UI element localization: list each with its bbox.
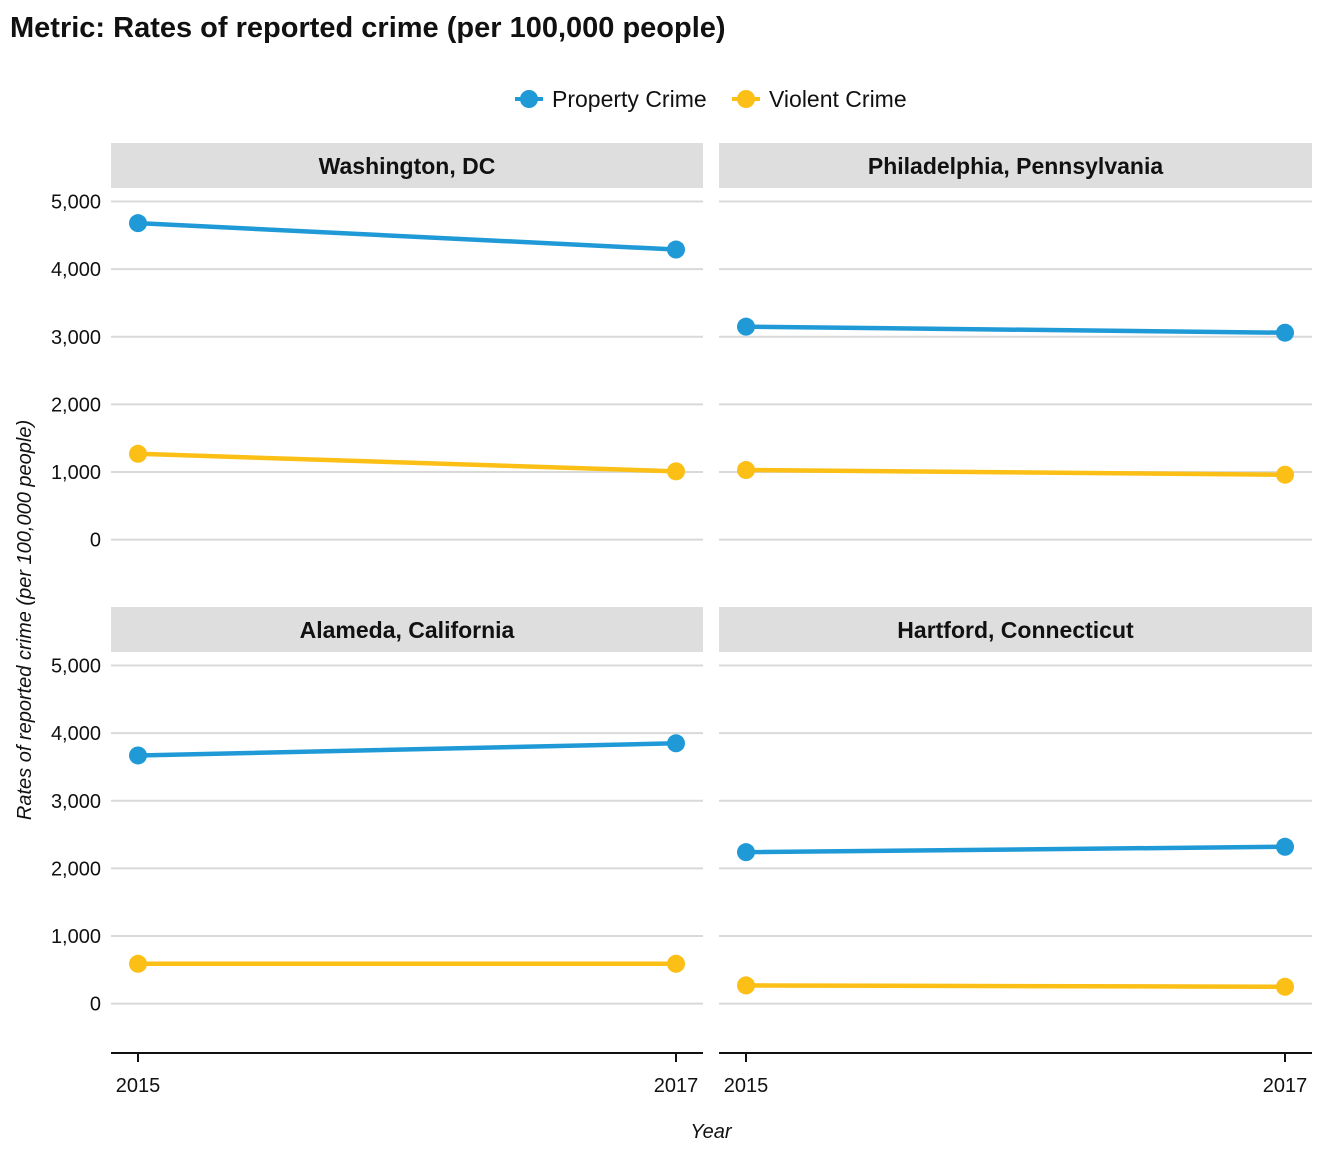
series-line-washington-dc-property <box>135 220 679 252</box>
data-point-alameda-california-property-2015 <box>129 746 147 765</box>
series-line-philadelphia-pennsylvania-violent <box>743 467 1288 477</box>
y-tick-label: 2,000 <box>51 858 101 880</box>
y-tick-label: 0 <box>90 530 101 552</box>
y-tick-label: 4,000 <box>51 723 101 745</box>
chart-title: Metric: Rates of reported crime (per 100… <box>10 12 726 44</box>
facet-strip-philadelphia-pennsylvania <box>719 143 1312 188</box>
series-line-washington-dc-violent <box>135 451 679 474</box>
facet-title-philadelphia-pennsylvania: Philadelphia, Pennsylvania <box>868 153 1163 179</box>
y-tick-label: 0 <box>90 994 101 1016</box>
x-tick-label: 2015 <box>724 1075 769 1097</box>
y-tick-label: 2,000 <box>51 394 101 416</box>
data-point-washington-dc-property-2017 <box>667 240 685 259</box>
data-point-alameda-california-violent-2015 <box>129 954 147 973</box>
y-axis-title: Rates of reported crime (per 100,000 peo… <box>14 420 36 820</box>
x-axis-title: Year <box>690 1121 732 1143</box>
data-point-hartford-connecticut-violent-2015 <box>737 976 755 995</box>
y-tick-label: 1,000 <box>51 926 101 948</box>
facet-title-alameda-california: Alameda, California <box>300 617 515 643</box>
facet-strip-hartford-connecticut <box>719 607 1312 652</box>
facet-title-hartford-connecticut: Hartford, Connecticut <box>897 617 1134 643</box>
x-tick-label: 2017 <box>1263 1075 1308 1097</box>
data-point-alameda-california-property-2017 <box>667 734 685 753</box>
legend-item-violent: Violent Crime <box>731 84 907 114</box>
series-line-philadelphia-pennsylvania-property <box>743 324 1288 335</box>
facet-strip-washington-dc <box>111 143 703 188</box>
data-point-alameda-california-violent-2017 <box>667 954 685 973</box>
x-tick-label: 2017 <box>654 1075 699 1097</box>
data-point-washington-dc-property-2015 <box>129 214 147 233</box>
data-point-washington-dc-violent-2015 <box>129 444 147 463</box>
y-tick-label: 5,000 <box>51 192 101 214</box>
y-tick-label: 5,000 <box>51 656 101 678</box>
data-point-philadelphia-pennsylvania-violent-2017 <box>1276 465 1294 484</box>
data-point-hartford-connecticut-property-2017 <box>1276 837 1294 856</box>
y-tick-label: 3,000 <box>51 791 101 813</box>
data-point-washington-dc-violent-2017 <box>667 462 685 481</box>
facet-strip-alameda-california <box>111 607 703 652</box>
legend-item-property: Property Crime <box>514 84 707 114</box>
series-line-hartford-connecticut-violent <box>743 983 1288 990</box>
x-tick-label: 2015 <box>116 1075 161 1097</box>
series-line-alameda-california-property <box>135 741 679 758</box>
data-point-hartford-connecticut-violent-2017 <box>1276 977 1294 996</box>
legend-swatch-property <box>514 84 544 114</box>
data-point-philadelphia-pennsylvania-violent-2015 <box>737 461 755 480</box>
y-tick-label: 4,000 <box>51 259 101 281</box>
facet-title-washington-dc: Washington, DC <box>319 153 496 179</box>
series-line-hartford-connecticut-property <box>743 844 1288 855</box>
legend-label-violent: Violent Crime <box>769 85 907 112</box>
y-tick-label: 3,000 <box>51 327 101 349</box>
legend: Property Crime Violent Crime <box>0 84 1344 114</box>
legend-label-property: Property Crime <box>552 85 707 112</box>
legend-swatch-violent <box>731 84 761 114</box>
data-point-philadelphia-pennsylvania-property-2017 <box>1276 323 1294 342</box>
y-tick-label: 1,000 <box>51 462 101 484</box>
data-point-hartford-connecticut-property-2015 <box>737 843 755 862</box>
data-point-philadelphia-pennsylvania-property-2015 <box>737 317 755 336</box>
